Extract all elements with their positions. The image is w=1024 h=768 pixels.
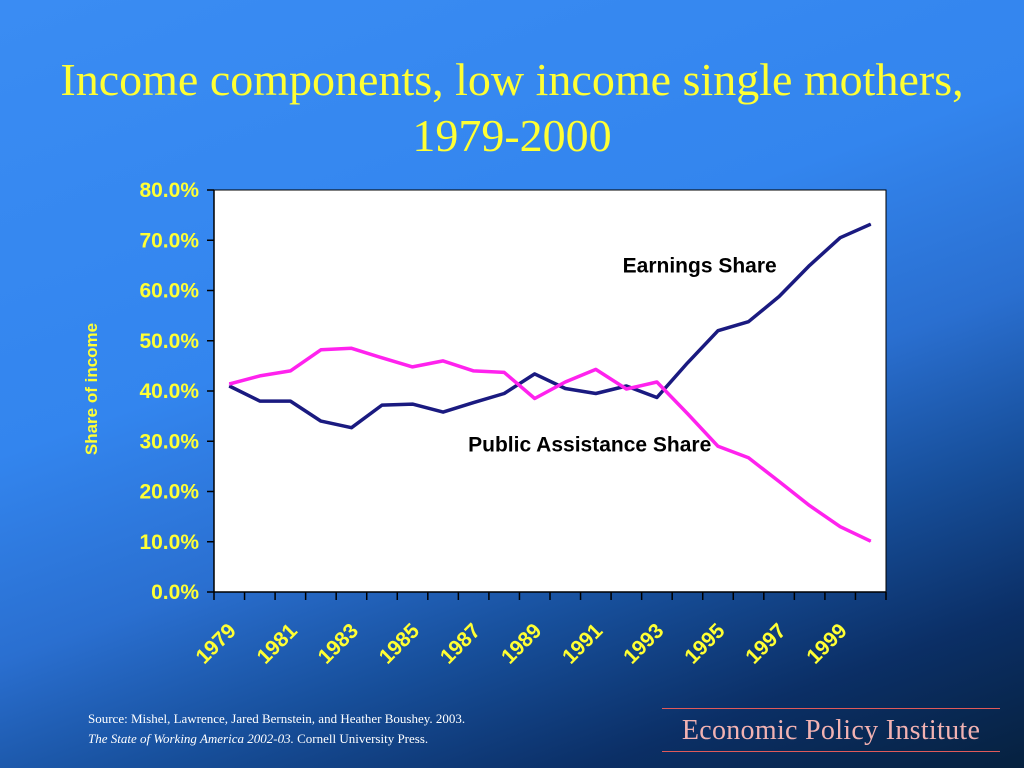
data-point [442, 411, 444, 413]
epi-logo: Economic Policy Institute [662, 708, 1000, 752]
data-point [534, 398, 536, 400]
x-axis: 1979 1981 1983 1985 1987 1989 1991 1993 1995 1997… [192, 591, 887, 669]
source-book-title: The State of Working America 2002-03. [88, 731, 294, 746]
data-point [717, 445, 719, 447]
data-point [686, 413, 688, 415]
x-tick-label: 1991 [558, 619, 608, 669]
x-tick-label: 1987 [436, 619, 485, 668]
data-point [350, 427, 352, 429]
data-point [809, 505, 811, 507]
annotation-layer: Earnings Share Public Assistance Share [468, 254, 777, 456]
data-point [778, 296, 780, 298]
data-point [625, 388, 627, 390]
y-tick-label: 80.0% [139, 179, 199, 202]
data-point [503, 371, 505, 373]
data-point [350, 347, 352, 349]
data-point [717, 330, 719, 332]
y-tick-label: 70.0% [139, 229, 199, 252]
series-annotation: Public Assistance Share [468, 433, 711, 456]
data-point [564, 387, 566, 389]
x-tick-label: 1981 [253, 619, 303, 669]
source-publisher: Cornell University Press. [293, 731, 429, 746]
logo-rule-top [662, 708, 1000, 709]
data-point [289, 400, 291, 402]
series-line-public-assistance [228, 346, 872, 543]
y-tick-label: 10.0% [139, 531, 199, 554]
series-annotation: Earnings Share [623, 254, 777, 277]
data-point [228, 383, 230, 385]
series-line-earnings [228, 222, 872, 430]
data-point [564, 381, 566, 383]
data-point [686, 362, 688, 364]
data-point [320, 349, 322, 351]
data-point [503, 393, 505, 395]
data-point [289, 370, 291, 372]
data-point [778, 480, 780, 482]
data-point [412, 403, 414, 405]
x-tick-label: 1985 [375, 619, 425, 669]
data-point [839, 526, 841, 528]
source-citation: Source: Mishel, Lawrence, Jared Bernstei… [88, 709, 465, 749]
x-tick-label: 1983 [314, 619, 363, 668]
data-point [381, 404, 383, 406]
data-point [625, 385, 627, 387]
data-point [595, 393, 597, 395]
y-tick-label: 60.0% [139, 280, 199, 303]
y-tick-label: 30.0% [139, 430, 199, 453]
source-line-2: The State of Working America 2002-03. Co… [88, 729, 465, 749]
x-tick-label: 1995 [680, 619, 730, 669]
x-tick-label: 1979 [192, 619, 241, 668]
y-tick-label: 20.0% [139, 481, 199, 504]
y-tick-label: 0.0% [151, 581, 199, 604]
data-point [259, 400, 261, 402]
data-point [228, 385, 230, 387]
data-point [259, 375, 261, 377]
data-point [595, 368, 597, 370]
data-point [839, 237, 841, 239]
y-tick-label: 50.0% [139, 330, 199, 353]
data-point [748, 321, 750, 323]
data-point [870, 223, 872, 225]
y-tick-label: 40.0% [139, 380, 199, 403]
data-point [473, 402, 475, 404]
x-tick-label: 1997 [741, 619, 790, 668]
data-point [320, 420, 322, 422]
slide-title: Income components, low income single mot… [60, 54, 964, 161]
data-point [412, 366, 414, 368]
data-point [656, 381, 658, 383]
data-point [809, 264, 811, 266]
data-point [870, 540, 872, 542]
data-point [534, 373, 536, 375]
x-tick-label: 1989 [497, 619, 546, 668]
data-point [748, 457, 750, 459]
data-point [473, 370, 475, 372]
data-point [656, 397, 658, 399]
x-tick-label: 1993 [619, 619, 668, 668]
data-point [442, 360, 444, 362]
y-axis-label: Share of income [82, 323, 101, 455]
logo-rule-bottom [662, 751, 1000, 752]
series-layer [228, 222, 872, 543]
y-axis: 0.0% 10.0% 20.0% 30.0% 40.0% 50.0% 60.0% 70.0% 8… [139, 179, 215, 604]
data-point [381, 357, 383, 359]
logo-text: Economic Policy Institute [681, 715, 981, 746]
source-line-1: Source: Mishel, Lawrence, Jared Bernstei… [88, 711, 466, 726]
x-tick-label: 1999 [802, 619, 851, 668]
